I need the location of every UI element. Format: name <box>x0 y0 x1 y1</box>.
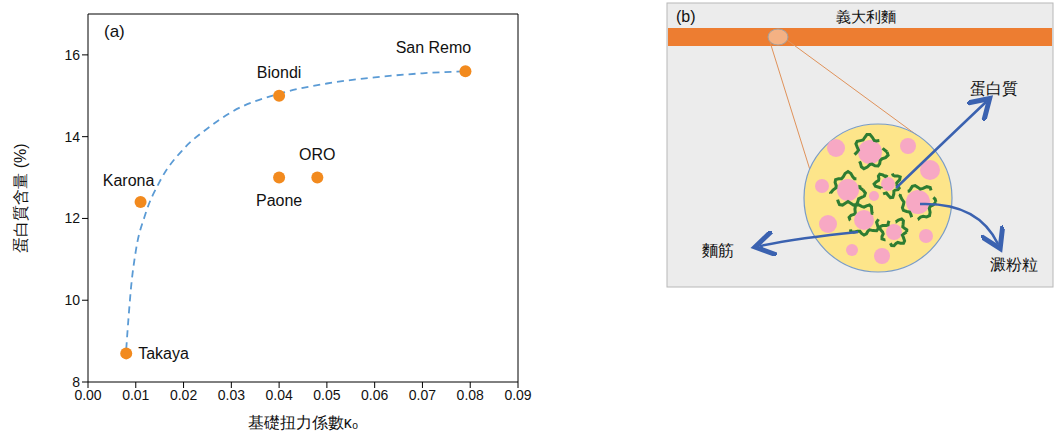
svg-text:0.02: 0.02 <box>170 387 197 403</box>
svg-text:0.00: 0.00 <box>74 386 102 403</box>
svg-text:麵筋: 麵筋 <box>702 242 734 259</box>
svg-text:14: 14 <box>64 129 80 145</box>
svg-text:義大利麵: 義大利麵 <box>836 8 896 25</box>
svg-text:Takaya: Takaya <box>138 345 189 362</box>
svg-text:12: 12 <box>64 210 80 226</box>
svg-text:澱粉粒: 澱粉粒 <box>990 256 1038 273</box>
svg-text:Karona: Karona <box>103 172 155 189</box>
svg-text:蛋白質含量 (%): 蛋白質含量 (%) <box>12 143 29 252</box>
svg-text:Biondi: Biondi <box>257 64 301 81</box>
svg-text:0.07: 0.07 <box>409 387 436 403</box>
svg-text:0.06: 0.06 <box>361 387 388 403</box>
svg-text:8: 8 <box>72 374 80 390</box>
svg-text:0.09: 0.09 <box>504 387 531 403</box>
svg-text:San Remo: San Remo <box>396 39 472 56</box>
svg-text:(b): (b) <box>676 8 696 25</box>
svg-text:Paone: Paone <box>256 192 302 209</box>
svg-text:0.08: 0.08 <box>457 387 484 403</box>
svg-text:0.03: 0.03 <box>218 387 245 403</box>
svg-text:10: 10 <box>64 292 80 308</box>
svg-text:基礎扭力係數κ₀: 基礎扭力係數κ₀ <box>248 414 359 431</box>
svg-text:ORO: ORO <box>299 146 335 163</box>
svg-text:0.04: 0.04 <box>265 387 292 403</box>
html-text:(a): (a) <box>104 22 125 41</box>
svg-text:16: 16 <box>64 47 80 63</box>
svg-text:蛋白質: 蛋白質 <box>970 80 1018 97</box>
svg-text:0.01: 0.01 <box>122 387 149 403</box>
svg-text:0.05: 0.05 <box>313 387 340 403</box>
